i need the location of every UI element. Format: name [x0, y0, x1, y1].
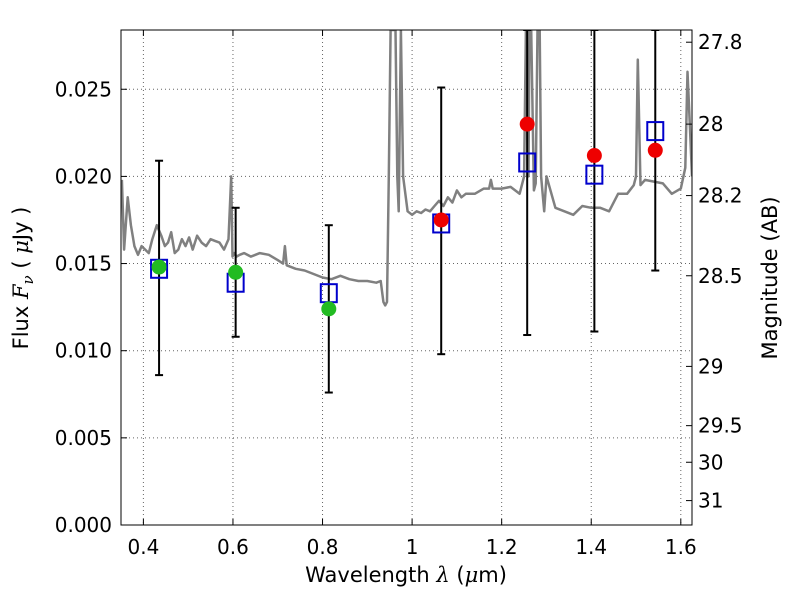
y-tick-label: 0.005 [55, 426, 112, 450]
plot-area [121, 30, 692, 525]
x-tick-label: 1.2 [486, 535, 518, 559]
grid [121, 30, 692, 525]
y2-tick-label: 28.5 [698, 264, 743, 288]
x-tick-label: 0.4 [127, 535, 159, 559]
observed-point [647, 142, 663, 158]
x-tick-label: 0.6 [217, 535, 249, 559]
x-tick-label: 1 [406, 535, 419, 559]
plot-frame [120, 29, 693, 526]
y2-axis-label: Magnitude (AB) [758, 196, 782, 359]
model-photometry-square [518, 152, 537, 173]
y2-tick-label: 28.2 [698, 184, 743, 208]
x-axis-label: Wavelength λ (μm) [305, 563, 507, 587]
observed-point [321, 301, 337, 317]
y2-tick-label: 29 [698, 354, 723, 378]
x-tick-label: 1.6 [665, 535, 697, 559]
y2-tick-label: 29.5 [698, 414, 743, 438]
observed-point [586, 147, 602, 163]
x-tick-label: 1.4 [575, 535, 607, 559]
model-photometry-square [646, 121, 665, 142]
y-tick-label: 0.015 [55, 252, 112, 276]
y-tick-label: 0.010 [55, 339, 112, 363]
model-photometry-square [585, 164, 604, 185]
observed-point [519, 116, 535, 132]
observed-point [151, 259, 167, 275]
model-spectrum-line [121, 30, 692, 307]
observed-point [228, 264, 244, 280]
y-tick-label: 0.020 [55, 164, 112, 188]
y2-tick-label: 31 [698, 489, 723, 513]
series-layer [121, 30, 692, 394]
observed-point [433, 212, 449, 228]
y2-tick-label: 27.8 [698, 30, 743, 54]
x-tick-label: 0.8 [307, 535, 339, 559]
y2-tick-label: 30 [698, 450, 723, 474]
y-tick-label: 0.025 [55, 77, 112, 101]
y2-tick-label: 28 [698, 112, 723, 136]
y-tick-label: 0.000 [55, 513, 112, 537]
y-axis-label: Flux Fν ( μJy ) [9, 207, 37, 350]
ticks: 0.4 0.6 0.8 1 1.2 1.4 1.6 0.000 0.005 0.010 0.015 0… [55, 30, 743, 559]
